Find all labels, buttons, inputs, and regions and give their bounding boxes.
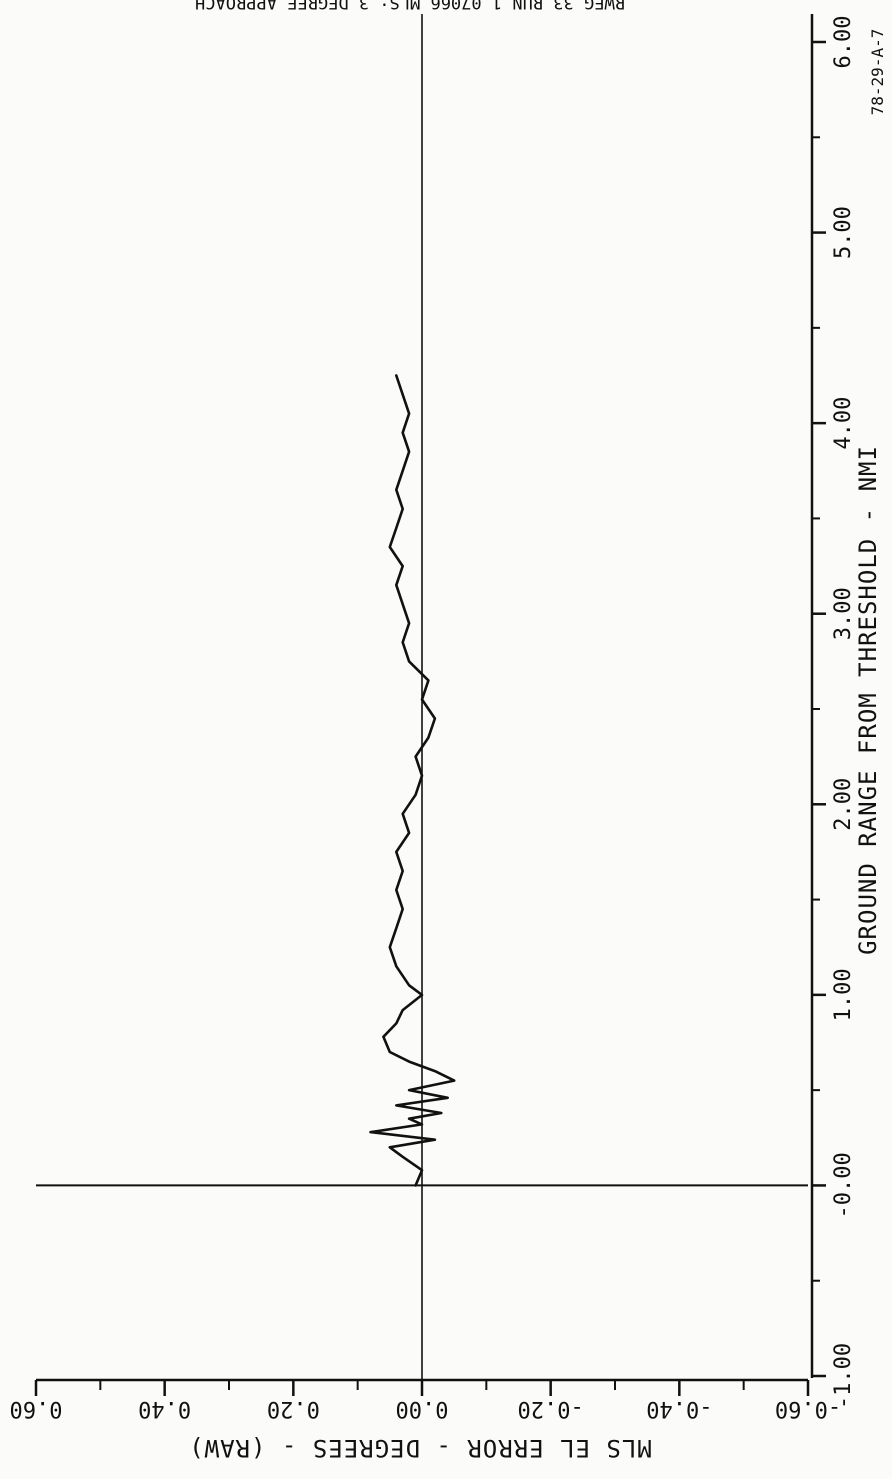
chart-title: RWEG 33 RUN 1 07066 MLS: 3 DEGREE APPROA… <box>195 0 625 12</box>
x-tick-label: 2.00 <box>831 778 856 831</box>
x-tick-label: -0.00 <box>831 1152 856 1218</box>
x-tick-label: 3.00 <box>831 587 856 640</box>
y-axis-title: MLS EL ERROR - DEGREES - (RAW) <box>188 1434 651 1462</box>
x-tick-label: 1.00 <box>831 968 856 1021</box>
chart-title-cut-off: RWEG 33 RUN 1 07066 MLS: 3 DEGREE APPROA… <box>195 0 625 12</box>
x-tick-label: 4.00 <box>831 397 856 450</box>
x-tick-label: 5.00 <box>831 206 856 259</box>
y-tick-label: 0.20 <box>267 1396 320 1421</box>
series-line-0 <box>369 374 456 1187</box>
figure-id: 78-29-A-7 <box>868 29 887 116</box>
y-tick-label: 0.40 <box>138 1396 191 1421</box>
y-axis-ticks: 0.60 0.40 0.20 0.00 -0.20 -0.40 -0.60 <box>10 1380 841 1421</box>
y-tick-label: 0.00 <box>396 1396 449 1421</box>
x-axis-title: GROUND RANGE FROM THRESHOLD - NMI <box>854 445 882 955</box>
y-tick-label: -0.20 <box>518 1396 584 1421</box>
x-axis-ticks: -1.00 -0.00 1.00 2.00 3.00 4.00 5.00 6.00 <box>812 16 856 1409</box>
y-tick-label: -0.40 <box>646 1396 712 1421</box>
series-layer <box>369 374 456 1187</box>
y-tick-label: 0.60 <box>10 1396 63 1421</box>
x-tick-label: -1.00 <box>831 1343 856 1409</box>
x-tick-label: 6.00 <box>831 16 856 69</box>
y-tick-label: -0.60 <box>775 1396 841 1421</box>
